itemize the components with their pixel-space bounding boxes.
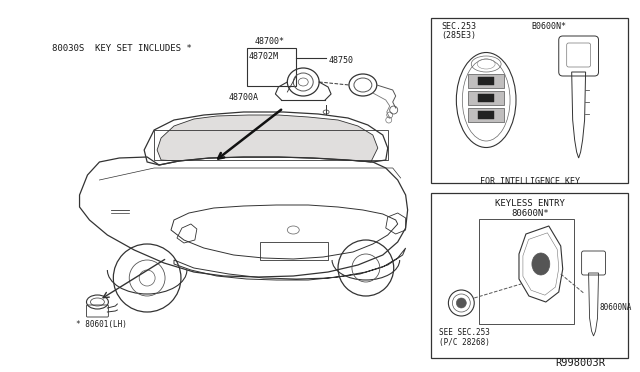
Bar [246,48,296,86]
Bar [478,111,494,119]
Bar [154,130,388,160]
Text: * 80601(LH): * 80601(LH) [76,320,127,329]
Bar [478,77,494,85]
Bar [431,18,628,183]
Text: KEYLESS ENTRY: KEYLESS ENTRY [495,199,565,208]
Text: 48750: 48750 [328,56,353,65]
Text: R998003R: R998003R [555,358,605,368]
Bar [431,193,628,358]
Bar [468,91,504,105]
Text: 80600NA: 80600NA [600,303,632,312]
Bar [260,242,328,260]
Circle shape [456,298,467,308]
Text: (P/C 28268): (P/C 28268) [440,338,490,347]
Ellipse shape [532,253,550,275]
Bar [468,108,504,122]
Bar [468,74,504,88]
Text: B0600N*: B0600N* [531,22,566,31]
Text: 80600N*: 80600N* [511,209,548,218]
Polygon shape [157,115,378,162]
Text: 48700A: 48700A [228,93,259,102]
Bar [478,94,494,102]
Text: 48702M: 48702M [248,52,278,61]
Text: SEC.253: SEC.253 [442,22,476,31]
Bar [479,219,573,324]
Text: FOR INTELLIGENCE KEY: FOR INTELLIGENCE KEY [480,177,580,186]
Text: 48700*: 48700* [255,37,285,46]
Text: SEE SEC.253: SEE SEC.253 [440,328,490,337]
Text: 80030S  KEY SET INCLUDES *: 80030S KEY SET INCLUDES * [52,44,191,53]
Text: (285E3): (285E3) [442,31,476,40]
